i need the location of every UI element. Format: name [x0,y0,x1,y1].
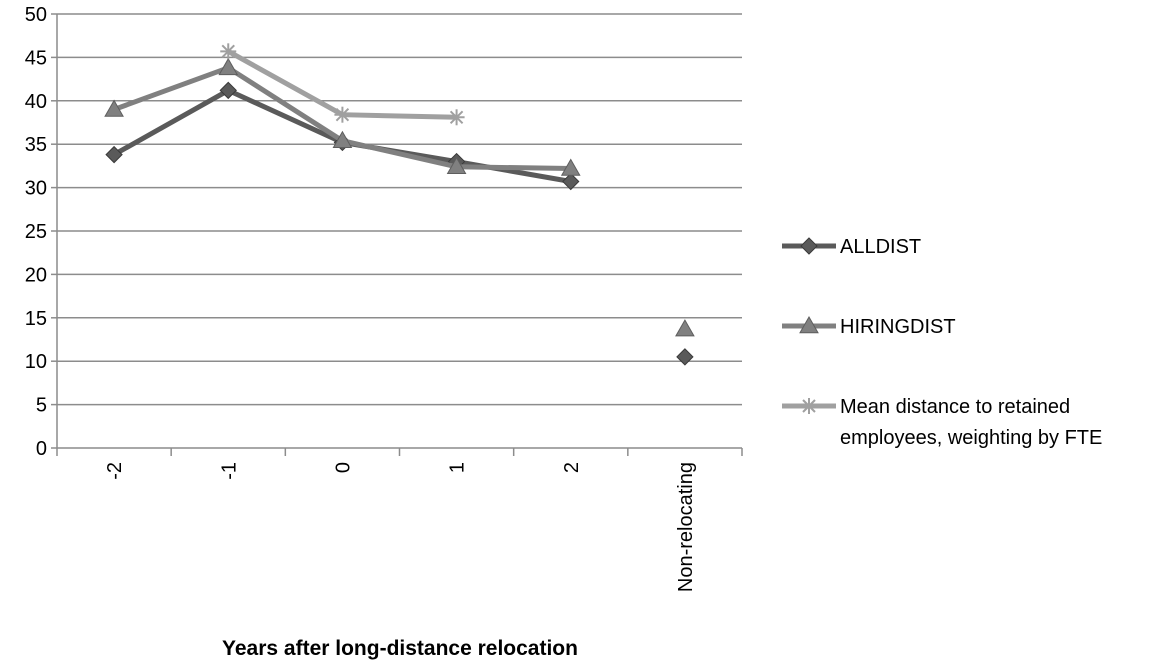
legend-label: ALLDIST [840,236,921,258]
axes [51,13,743,456]
y-tick-label: 10 [25,351,47,373]
legend-label: HIRINGDIST [840,316,956,338]
data-point-star [334,106,351,123]
legend-marker-star [801,398,817,414]
series-1 [105,81,694,366]
data-point-star [448,109,465,126]
data-point-triangle [332,130,353,148]
separate-point-triangle [675,319,695,337]
x-tick-label: -1 [218,462,240,480]
data-point-star [220,43,237,60]
legend-item-2: HIRINGDIST [782,315,956,338]
separate-point-diamond [676,348,694,366]
data-point-triangle [218,57,239,76]
legend-marker-triangle [799,315,819,334]
data-point-triangle [104,99,124,117]
y-tick-label: 45 [25,47,47,69]
x-tick-label: 0 [332,462,354,473]
y-tick-label: 40 [25,91,47,113]
y-tick-label: 25 [25,221,47,243]
y-tick-labels: 0 5 10 15 20 25 30 35 40 45 50 [25,4,47,460]
data-point-triangle [446,156,467,175]
x-tick-label: -2 [104,462,126,480]
y-tick-label: 5 [36,395,47,417]
x-tick-label: 1 [447,462,469,473]
y-tick-label: 35 [25,134,47,156]
y-tick-label: 50 [25,4,47,26]
data-point-diamond [219,81,237,100]
data-point-diamond [562,172,580,191]
x-tick-label: 2 [561,462,583,473]
series-2 [104,57,695,337]
legend-label: Mean distance to retained [840,396,1070,418]
y-tick-label: 15 [25,308,47,330]
legend-label: employees, weighting by FTE [840,427,1102,449]
data-point-diamond [105,145,123,164]
grid-lines [57,13,742,406]
legend-item-1: ALLDIST [782,236,921,258]
series-3 [220,43,465,126]
series-group [104,43,695,366]
y-tick-label: 0 [36,438,47,460]
legend-marker-diamond [800,237,818,255]
y-tick-label: 20 [25,264,47,286]
y-tick-label: 30 [25,178,47,200]
data-point-triangle [560,158,581,176]
x-axis-title: Years after long-distance relocation [222,637,578,660]
legend-item-3: Mean distance to retained employees, weig… [782,396,1102,449]
legend: ALLDIST HIRINGDIST Mean distance to retain… [782,236,1102,449]
x-tick-label: Non-relocating [675,462,697,592]
x-tick-labels: -2 -1 0 1 2 Non-relocating [104,462,697,592]
